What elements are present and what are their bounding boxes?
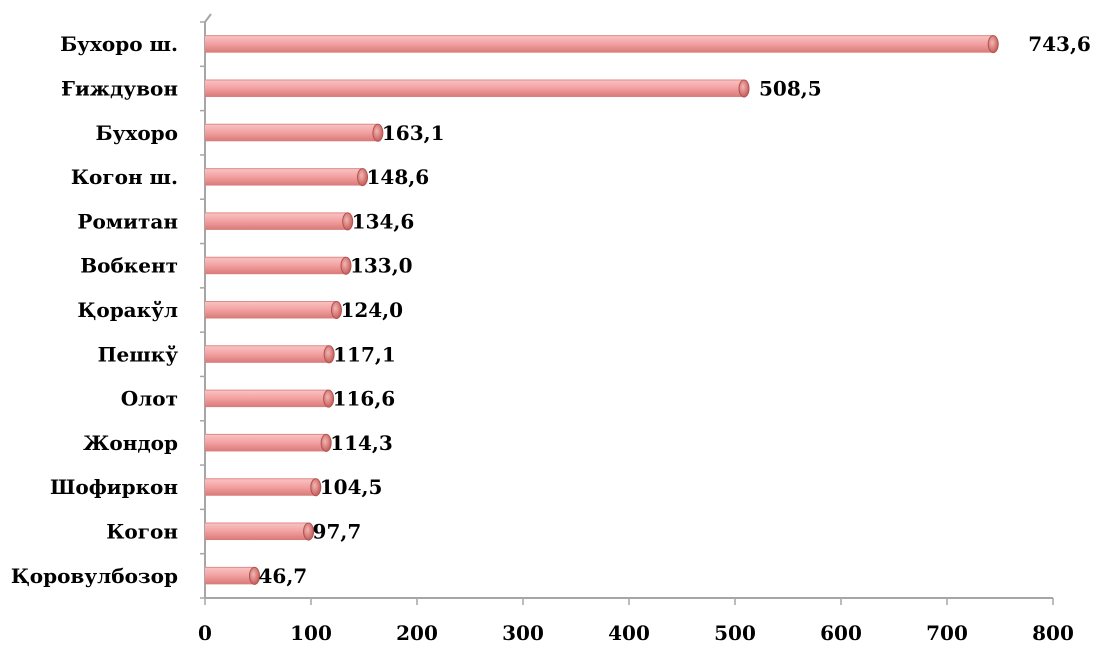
value-label: 508,5	[759, 76, 822, 100]
bar	[205, 345, 335, 364]
value-label: 163,1	[382, 121, 445, 145]
bar-body	[205, 390, 329, 408]
category-label: Ромитан	[77, 209, 178, 233]
category-label: Олот	[121, 387, 178, 411]
bar-body	[205, 35, 994, 53]
bar	[205, 168, 369, 187]
bar-cap	[303, 522, 315, 541]
bar-cap	[342, 212, 354, 231]
bar	[205, 79, 750, 98]
bar	[205, 212, 354, 231]
bar	[205, 522, 315, 541]
bar-body	[205, 567, 255, 585]
category-label: Когон ш.	[71, 165, 178, 189]
value-label: 114,3	[330, 431, 393, 455]
bar-cap	[357, 168, 369, 187]
category-label: Қоракўл	[77, 298, 178, 322]
value-label: 133,0	[350, 254, 413, 278]
category-label: Қоровулбозор	[11, 564, 178, 588]
x-tick-label: 700	[926, 621, 968, 645]
value-label: 97,7	[313, 520, 362, 544]
x-tick-label: 100	[290, 621, 332, 645]
bar	[205, 389, 335, 408]
x-tick-label: 800	[1032, 621, 1074, 645]
bar	[205, 256, 352, 275]
bar-body	[205, 168, 363, 186]
category-label: Бухоро	[96, 121, 178, 145]
bar	[205, 123, 384, 142]
bar-body	[205, 257, 346, 275]
bar-body	[205, 345, 330, 363]
bar-cap	[323, 389, 335, 408]
value-label: 743,6	[1028, 32, 1091, 56]
bar-body	[205, 124, 378, 142]
x-tick-label: 0	[198, 621, 212, 645]
bar-cap	[987, 35, 999, 54]
category-label: Ғиждувон	[61, 76, 178, 100]
y-axis-top-bevel	[204, 13, 212, 23]
value-label: 116,6	[333, 387, 396, 411]
bar-body	[205, 523, 309, 541]
bar-cap	[372, 123, 384, 142]
value-label: 148,6	[367, 165, 430, 189]
value-label: 134,6	[352, 209, 415, 233]
bar	[205, 35, 999, 54]
value-label: 104,5	[320, 475, 383, 499]
bar-body	[205, 79, 745, 97]
bar-cap	[330, 301, 342, 319]
bar	[205, 433, 332, 452]
labels: 0 100 200 300 400 500 600 700 800 Бухоро ш. 743,6 Ғ…	[11, 32, 1091, 645]
x-tick-label: 200	[396, 621, 438, 645]
x-tick-label: 300	[502, 621, 544, 645]
value-label: 117,1	[333, 342, 396, 366]
category-label: Пешкў	[98, 342, 179, 366]
bar-body	[205, 301, 337, 319]
value-label: 46,7	[259, 564, 308, 588]
bar	[205, 566, 261, 585]
value-label: 124,0	[340, 298, 403, 322]
category-label: Жондор	[83, 431, 178, 455]
bar-body	[205, 478, 316, 496]
bars	[205, 35, 999, 585]
bar-cap	[320, 433, 332, 452]
x-tick-label: 400	[608, 621, 650, 645]
bar-cap	[323, 345, 335, 364]
x-tick-label: 500	[714, 621, 756, 645]
bar-cap	[249, 566, 261, 585]
bar-cap	[340, 256, 352, 275]
bar	[205, 301, 342, 319]
category-label: Вобкент	[80, 254, 178, 278]
bar-body	[205, 212, 348, 230]
category-label: Шофиркон	[50, 475, 178, 499]
bar-cap	[310, 478, 322, 497]
bar	[205, 478, 322, 497]
bar-body	[205, 434, 327, 452]
x-tick-label: 600	[820, 621, 862, 645]
category-label: Бухоро ш.	[60, 32, 178, 56]
category-label: Когон	[106, 520, 178, 544]
bar-cap	[738, 79, 750, 98]
